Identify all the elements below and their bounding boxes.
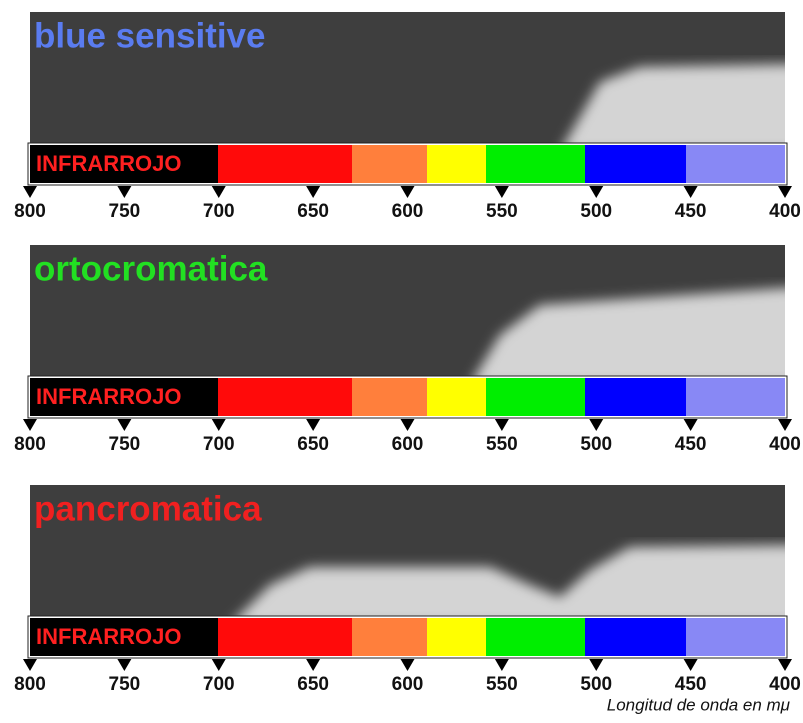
spectrum-segment xyxy=(352,618,427,656)
exposure xyxy=(475,288,785,376)
spectrum-segment xyxy=(218,145,352,183)
tick-label: 550 xyxy=(486,434,518,455)
panel-title: blue sensitive xyxy=(34,16,265,55)
tick-marker xyxy=(400,659,415,671)
tick-marker xyxy=(400,186,415,198)
film-exposure xyxy=(239,545,785,616)
tick-marker xyxy=(23,659,37,671)
tick-label: 600 xyxy=(392,674,424,695)
film-exposure xyxy=(565,64,785,143)
band-label: INFRARROJO xyxy=(36,151,181,176)
spectrum-segment xyxy=(427,618,486,656)
tick-marker xyxy=(778,186,792,198)
tick-marker xyxy=(23,186,37,198)
tick-marker xyxy=(211,419,226,431)
spectrum-segment xyxy=(486,145,585,183)
tick-label: 600 xyxy=(392,434,424,455)
tick-label: 750 xyxy=(109,201,141,222)
tick-label: 500 xyxy=(580,434,612,455)
spectrum-segment xyxy=(218,618,352,656)
spectrum-segment xyxy=(486,378,585,416)
tick-label: 750 xyxy=(109,674,141,695)
spectrum-segment xyxy=(218,378,352,416)
tick-label: 400 xyxy=(769,674,801,695)
spectrum-segment xyxy=(686,618,785,656)
panel: pancromatica INFRARROJO 800 750 700 650 600 550… xyxy=(14,485,801,695)
tick-label: 450 xyxy=(675,674,707,695)
tick-marker xyxy=(589,659,604,671)
tick-marker xyxy=(23,419,37,431)
spectrum-segment xyxy=(427,145,486,183)
spectrum-segment xyxy=(585,145,686,183)
spectrum-segment xyxy=(352,378,427,416)
spectrum-segment xyxy=(30,618,218,656)
tick-label: 550 xyxy=(486,201,518,222)
spectrum-segment xyxy=(585,618,686,656)
exposure xyxy=(565,64,785,143)
tick-label: 700 xyxy=(203,201,235,222)
tick-label: 500 xyxy=(580,674,612,695)
tick-marker xyxy=(211,186,226,198)
tick-label: 450 xyxy=(675,201,707,222)
tick-marker xyxy=(306,659,321,671)
tick-marker xyxy=(211,659,226,671)
tick-marker xyxy=(778,419,792,431)
exposure xyxy=(239,545,785,616)
tick-marker xyxy=(778,659,792,671)
spectrum-segment xyxy=(427,378,486,416)
tick-label: 600 xyxy=(392,201,424,222)
panel-title: ortocromatica xyxy=(34,249,268,288)
tick-marker xyxy=(683,419,698,431)
tick-marker xyxy=(306,186,321,198)
tick-marker xyxy=(117,419,132,431)
tick-label: 400 xyxy=(769,201,801,222)
spectrum-segment xyxy=(585,378,686,416)
tick-marker xyxy=(494,419,509,431)
film-exposure xyxy=(475,288,785,376)
spectrum-segment xyxy=(352,145,427,183)
tick-label: 650 xyxy=(297,674,329,695)
panel: blue sensitive INFRARROJO 800 750 700 650 600 5… xyxy=(14,12,801,222)
spectrum-segment xyxy=(30,378,218,416)
tick-marker xyxy=(117,186,132,198)
band-label: INFRARROJO xyxy=(36,384,181,409)
tick-marker xyxy=(494,186,509,198)
tick-label: 750 xyxy=(109,434,141,455)
tick-marker xyxy=(400,419,415,431)
tick-label: 700 xyxy=(203,434,235,455)
caption: Longitud de onda en mμ xyxy=(607,695,791,714)
tick-marker xyxy=(589,419,604,431)
tick-marker xyxy=(683,186,698,198)
tick-marker xyxy=(494,659,509,671)
spectrum-segment xyxy=(30,145,218,183)
panels: blue sensitive INFRARROJO 800 750 700 650 600 5… xyxy=(14,12,801,695)
tick-marker xyxy=(683,659,698,671)
tick-label: 650 xyxy=(297,201,329,222)
tick-label: 400 xyxy=(769,434,801,455)
tick-label: 650 xyxy=(297,434,329,455)
spectrum-segment xyxy=(686,378,785,416)
tick-label: 800 xyxy=(14,201,46,222)
tick-label: 800 xyxy=(14,434,46,455)
spectrum-segment xyxy=(686,145,785,183)
tick-label: 800 xyxy=(14,674,46,695)
tick-marker xyxy=(117,659,132,671)
tick-marker xyxy=(589,186,604,198)
spectrum-segment xyxy=(486,618,585,656)
tick-marker xyxy=(306,419,321,431)
tick-label: 550 xyxy=(486,674,518,695)
panel: ortocromatica INFRARROJO 800 750 700 650 600 55… xyxy=(14,245,801,455)
tick-label: 700 xyxy=(203,674,235,695)
panel-title: pancromatica xyxy=(34,489,262,528)
tick-label: 450 xyxy=(675,434,707,455)
tick-label: 500 xyxy=(580,201,612,222)
band-label: INFRARROJO xyxy=(36,624,181,649)
